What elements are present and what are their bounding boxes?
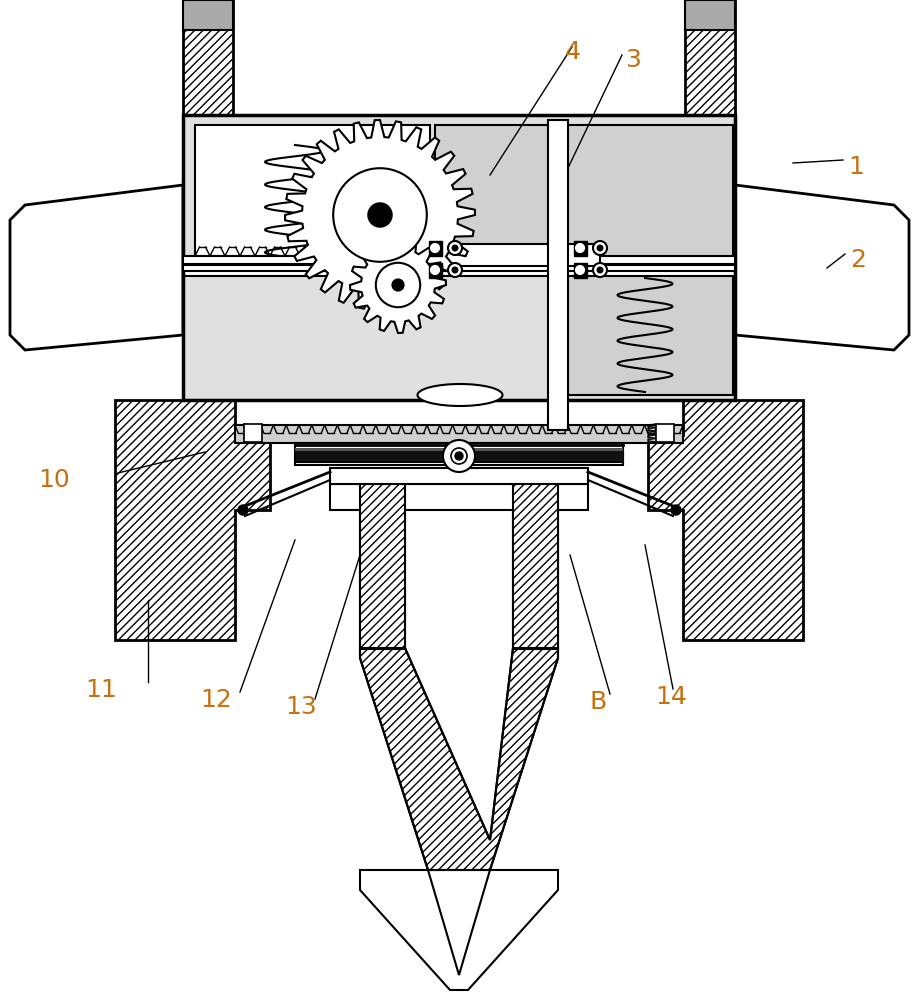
Bar — [656, 424, 674, 442]
Circle shape — [430, 243, 439, 252]
Circle shape — [334, 168, 426, 262]
Bar — [195, 125, 430, 260]
Polygon shape — [285, 120, 475, 310]
Circle shape — [593, 263, 607, 277]
Bar — [435, 244, 600, 266]
Bar — [183, 0, 233, 30]
Circle shape — [448, 241, 462, 255]
Circle shape — [448, 263, 462, 277]
Text: 3: 3 — [625, 48, 641, 72]
Polygon shape — [360, 648, 558, 870]
Bar — [183, 265, 735, 271]
Bar — [183, 115, 735, 400]
Bar — [360, 484, 405, 649]
Bar — [295, 448, 623, 451]
Circle shape — [671, 505, 681, 515]
Bar — [685, 0, 735, 30]
Circle shape — [593, 241, 607, 255]
Polygon shape — [350, 237, 446, 333]
Circle shape — [443, 440, 475, 472]
Text: B: B — [590, 690, 607, 714]
Bar — [295, 450, 623, 461]
Circle shape — [238, 505, 248, 515]
Bar — [330, 468, 588, 484]
Polygon shape — [735, 185, 909, 350]
Text: 13: 13 — [285, 695, 317, 719]
Text: 11: 11 — [85, 678, 117, 702]
Bar — [548, 120, 568, 430]
Circle shape — [376, 263, 420, 307]
Bar — [685, 0, 735, 405]
Polygon shape — [10, 185, 183, 350]
Bar — [574, 241, 587, 256]
Circle shape — [597, 267, 603, 273]
Bar — [574, 263, 587, 278]
Bar — [185, 117, 733, 398]
Circle shape — [575, 243, 584, 252]
Circle shape — [597, 245, 603, 251]
Bar — [435, 125, 733, 260]
Text: 1: 1 — [848, 155, 864, 179]
Bar — [429, 241, 442, 256]
Circle shape — [452, 267, 458, 273]
Circle shape — [392, 279, 403, 291]
Bar — [429, 263, 442, 278]
Bar — [235, 425, 683, 443]
Polygon shape — [115, 400, 270, 640]
Circle shape — [430, 265, 439, 274]
Bar — [513, 484, 558, 649]
Bar — [555, 265, 733, 395]
Ellipse shape — [417, 384, 503, 406]
Circle shape — [369, 203, 391, 227]
Bar — [244, 424, 262, 442]
Polygon shape — [360, 870, 558, 990]
Text: 14: 14 — [655, 685, 686, 709]
Polygon shape — [330, 484, 588, 648]
Text: 12: 12 — [200, 688, 232, 712]
Text: 10: 10 — [38, 468, 70, 492]
Polygon shape — [648, 400, 803, 640]
Text: 4: 4 — [565, 40, 581, 64]
Circle shape — [455, 452, 463, 460]
Circle shape — [451, 448, 467, 464]
Bar — [183, 258, 735, 276]
Bar — [183, 256, 735, 264]
Text: 2: 2 — [850, 248, 866, 272]
Bar — [183, 115, 735, 400]
Circle shape — [575, 265, 584, 274]
Bar — [183, 0, 233, 405]
Bar — [295, 443, 623, 465]
Circle shape — [452, 245, 458, 251]
